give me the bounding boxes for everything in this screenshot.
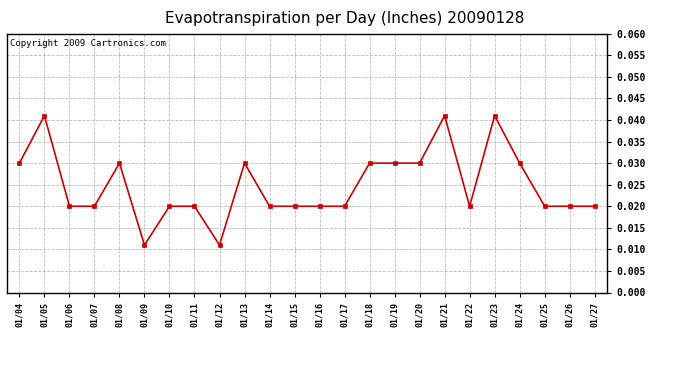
- Text: Evapotranspiration per Day (Inches) 20090128: Evapotranspiration per Day (Inches) 2009…: [166, 11, 524, 26]
- Text: Copyright 2009 Cartronics.com: Copyright 2009 Cartronics.com: [10, 39, 166, 48]
